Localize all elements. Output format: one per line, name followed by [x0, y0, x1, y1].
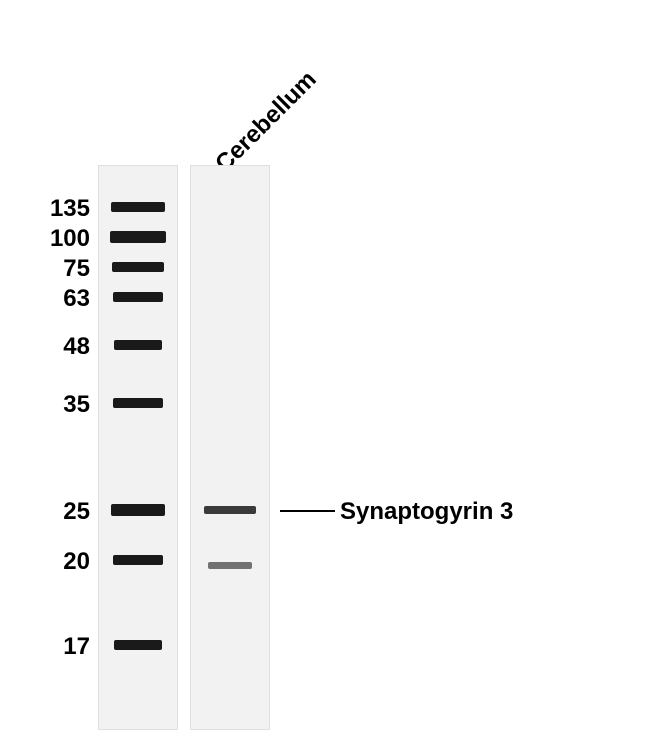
mw-label-63: 63 [30, 285, 90, 313]
mw-label-25: 25 [30, 498, 90, 526]
western-blot-figure: Cerebellum 1351007563 48 35 25 20 17 Synaptog… [0, 0, 650, 752]
ladder-band-100 [110, 231, 166, 243]
ladder-band-17 [114, 640, 162, 650]
mw-label-135: 135 [30, 195, 90, 223]
mw-label-100: 100 [30, 225, 90, 253]
sample-band-0 [204, 506, 256, 514]
mw-label-48: 48 [30, 333, 90, 361]
ladder-band-35 [113, 398, 163, 408]
ladder-band-25 [111, 504, 165, 516]
mw-label-17: 17 [30, 633, 90, 661]
lane-cerebellum [190, 165, 270, 730]
mw-label-35: 35 [30, 391, 90, 419]
mw-label-75: 75 [30, 255, 90, 283]
lane-label-cerebellum: Cerebellum [210, 66, 322, 178]
mw-label-20: 20 [30, 548, 90, 576]
sample-band-1 [208, 562, 252, 569]
ladder-band-75 [112, 262, 164, 272]
ladder-band-63 [113, 292, 163, 302]
target-indicator-line [280, 510, 335, 512]
ladder-band-135 [111, 202, 165, 212]
ladder-band-48 [114, 340, 162, 350]
ladder-band-20 [113, 555, 163, 565]
target-label: Synaptogyrin 3 [340, 498, 513, 526]
